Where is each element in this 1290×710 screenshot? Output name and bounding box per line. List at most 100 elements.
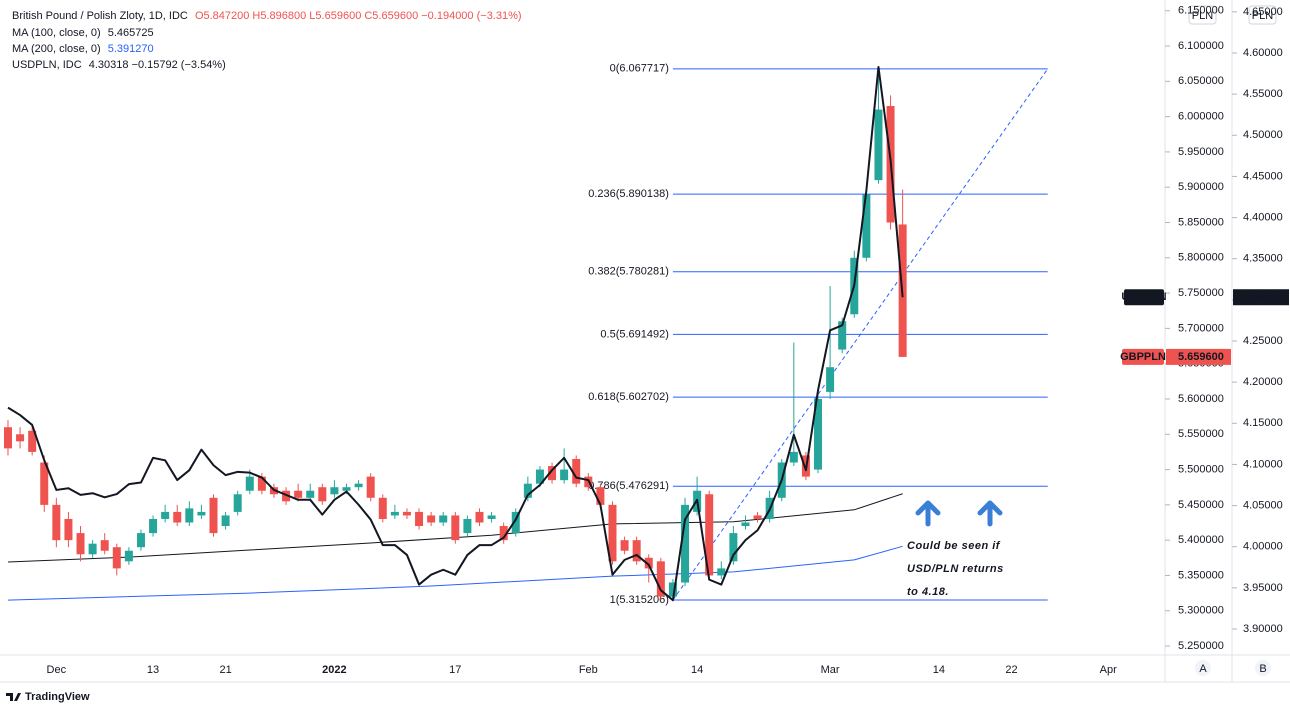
candle-body (318, 487, 327, 502)
legend-value: 5.391270 (108, 43, 154, 55)
y2-tick-label: 4.35000 (1243, 253, 1283, 265)
y-tick-label: 5.450000 (1178, 499, 1224, 511)
candle-body (342, 487, 351, 491)
arrow (915, 500, 941, 527)
candle-body (814, 398, 823, 470)
x-tick-label: 17 (449, 664, 461, 676)
legend-line: MA (100, close, 0) 5.465725 (12, 27, 154, 39)
candle-body (136, 533, 145, 548)
y2-tick-label: 4.05000 (1243, 499, 1283, 511)
candle-body (427, 515, 436, 523)
legend-name: MA (100, close, 0) (12, 27, 101, 39)
currency-label: PLN (1252, 10, 1273, 22)
candle-body (608, 504, 617, 562)
candle-body (52, 504, 61, 541)
y-tick-label: 5.600000 (1178, 393, 1224, 405)
y-tick-label: 6.150000 (1178, 5, 1224, 17)
series-line (7, 493, 903, 563)
x-tick-label: 21 (219, 664, 231, 676)
y2-tick-label: 4.45000 (1243, 170, 1283, 182)
annotation: to 4.18. (907, 586, 949, 598)
fib-label: 0.618(5.602702) (588, 391, 669, 403)
y-tick-label: 5.750000 (1178, 287, 1224, 299)
candle-body (124, 550, 133, 562)
fib-label: 0.382(5.780281) (588, 266, 669, 278)
candle-body (173, 511, 182, 523)
candle-body (717, 568, 726, 576)
x-tick-label: Apr (1100, 664, 1117, 676)
candle-body (874, 109, 883, 181)
candle-body (366, 476, 375, 498)
candle-body (789, 451, 798, 463)
scale-button[interactable] (1255, 660, 1271, 676)
candle-body (28, 430, 37, 452)
x-tick-label: 14 (691, 664, 703, 676)
candle-body (257, 476, 266, 491)
price-badge (1124, 289, 1164, 306)
y2-tick-label: 4.15000 (1243, 417, 1283, 429)
candle-body (862, 194, 871, 258)
candle-body (64, 518, 73, 541)
y2-tick-label: 3.90000 (1243, 623, 1283, 635)
candle-body (632, 540, 641, 562)
candle-body (535, 469, 544, 484)
y2-tick-label: 4.25000 (1243, 335, 1283, 347)
candle-body (233, 494, 242, 512)
candle-body (560, 469, 569, 481)
logo (6, 693, 21, 701)
y-tick-label: 5.300000 (1178, 605, 1224, 617)
candle-body (463, 518, 472, 534)
y2-tick-label: 4.50000 (1243, 129, 1283, 141)
price-badge (1233, 289, 1289, 306)
fib-label: 0(6.067717) (610, 63, 669, 75)
series-line (7, 545, 903, 601)
y-tick-label: 5.800000 (1178, 252, 1224, 264)
y2-tick-label: 4.10000 (1243, 458, 1283, 470)
price-badge-label: GBPPLN (1120, 351, 1166, 363)
series-line (7, 65, 904, 602)
scale-button-label: B (1259, 663, 1266, 675)
candle-body (40, 462, 49, 505)
candle-body (741, 522, 750, 527)
footer-brand: TradingView (25, 691, 90, 703)
candle-body (209, 497, 218, 534)
candle-body (221, 515, 230, 527)
y-tick-label: 5.850000 (1178, 216, 1224, 228)
scale-button[interactable] (1195, 660, 1211, 676)
y-tick-label: 5.550000 (1178, 428, 1224, 440)
logo-icon (6, 693, 21, 701)
candle-body (415, 511, 424, 527)
candle-body (378, 497, 387, 519)
candle-body (197, 511, 206, 516)
x-tick-label: Dec (47, 664, 67, 676)
x-tick-label: Mar (821, 664, 840, 676)
candle-body (3, 427, 12, 449)
ohlc-values: O5.847200 H5.896800 L5.659600 C5.659600 … (195, 10, 522, 22)
annotation: Could be seen if (907, 540, 1001, 552)
candle-body (487, 515, 496, 519)
candle-body (76, 533, 85, 555)
legend-value: 4.30318 −0.15792 (−3.54%) (89, 59, 226, 71)
currency-box[interactable] (1188, 5, 1217, 25)
plot-area: 0(6.067717) 0.236(5.890138) 0.382(5.780281… (3, 63, 1049, 606)
annotation: USD/PLN returns (907, 563, 1004, 575)
price-badge (1166, 348, 1231, 365)
fib-label: 1(5.315206) (610, 594, 669, 606)
candle-body (475, 511, 484, 523)
candle-body (245, 476, 254, 491)
price-badge-value: 4.30318 (1243, 291, 1283, 303)
candle-body (753, 515, 762, 519)
y-tick-label: 6.050000 (1178, 75, 1224, 87)
candle-body (294, 490, 303, 498)
candle-body (523, 483, 532, 498)
x-tick-label: 14 (933, 664, 945, 676)
y-tick-label: 5.950000 (1178, 146, 1224, 158)
x-tick-label: Feb (579, 664, 598, 676)
currency-label: PLN (1192, 10, 1213, 22)
y-tick-label: 6.100000 (1178, 40, 1224, 52)
candle-body (112, 547, 121, 569)
y-tick-label: 5.250000 (1178, 640, 1224, 652)
currency-box[interactable] (1248, 5, 1277, 25)
y2-tick-label: 4.60000 (1243, 47, 1283, 59)
